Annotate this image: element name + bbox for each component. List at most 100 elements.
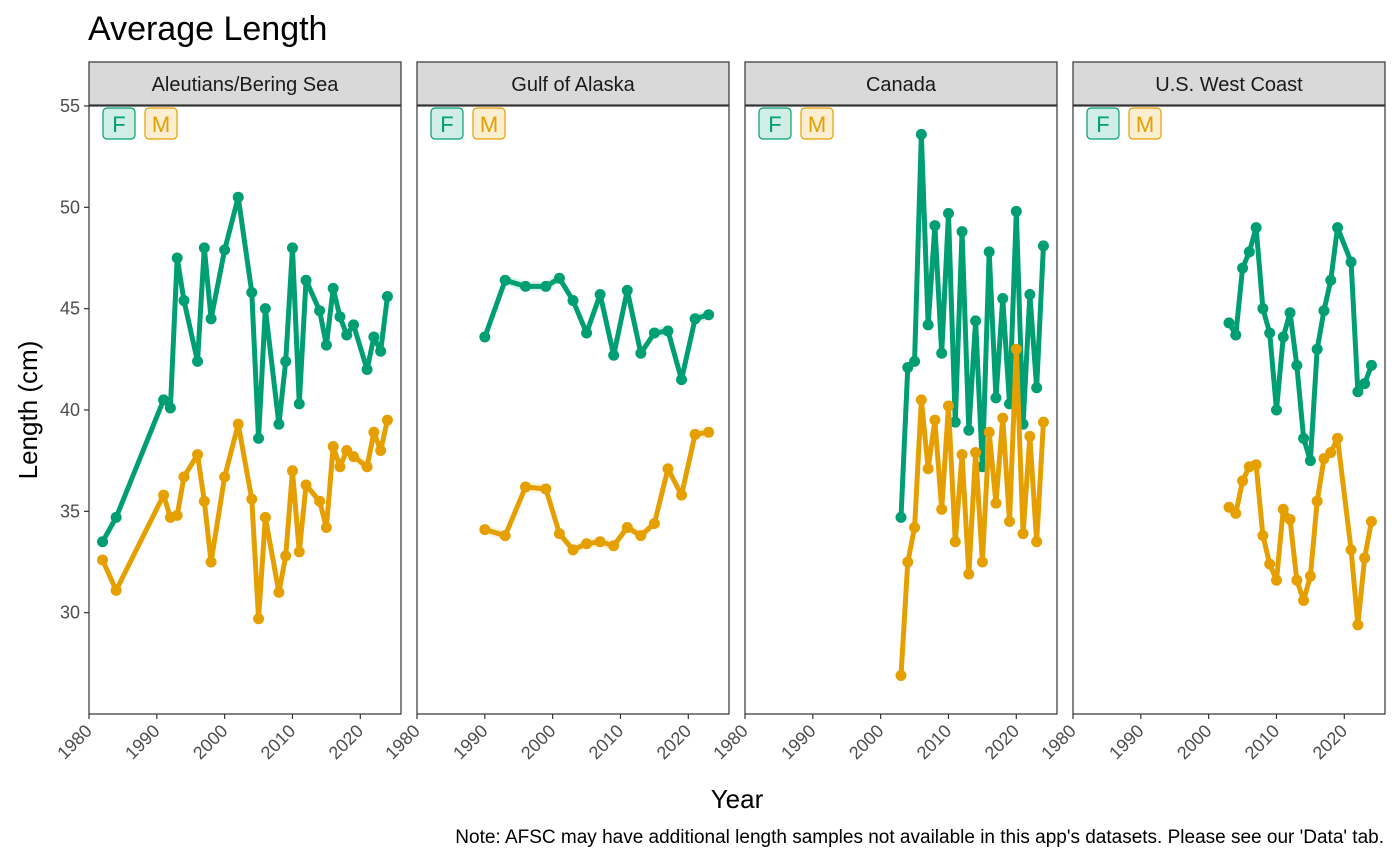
data-point [1359,552,1371,564]
data-point [1277,331,1289,343]
data-point [198,495,210,507]
data-point [648,327,660,339]
confidence-ribbon [484,273,709,385]
data-point [348,451,360,463]
y-axis-title: Length (cm) [13,341,43,480]
panel-border [1072,105,1386,715]
data-point [327,282,339,294]
data-point [314,495,326,507]
data-point [1332,432,1344,444]
y-tick-label: 55 [60,96,80,116]
data-point [689,428,701,440]
data-point [540,483,552,495]
data-point [164,402,176,414]
data-point [1304,455,1316,467]
x-tick-label: 2020 [1309,721,1351,763]
data-point [990,497,1002,509]
x-tick-label: 1990 [449,721,491,763]
data-point [368,426,380,438]
data-point [635,530,647,542]
data-point [280,355,292,367]
legend-label: M [152,112,170,137]
data-point [1270,574,1282,586]
data-point [1291,359,1303,371]
data-point [314,305,326,317]
data-point [676,374,688,386]
data-point [1264,327,1276,339]
data-point [259,303,271,315]
y-tick-label: 35 [60,501,80,521]
data-point [922,463,934,475]
data-point [703,309,715,321]
data-point [97,554,109,566]
data-point [1325,274,1337,286]
panels: Aleutians/Bering Sea F M 1980 1990 2000 2010 20… [53,61,1386,763]
x-tick-label: 2020 [653,721,695,763]
caption-note: Note: AFSC may have additional length sa… [455,827,1384,848]
data-point [1237,262,1249,274]
facet-strip [416,61,730,106]
data-point [246,286,258,298]
data-point [942,400,954,412]
data-point [171,252,183,264]
data-point [1223,317,1235,329]
data-point [327,440,339,452]
data-point [361,461,373,473]
data-point [1237,475,1249,487]
data-point [963,424,975,436]
data-point [1270,404,1282,416]
data-point [1284,513,1296,525]
data-point [219,471,231,483]
data-point [540,280,552,292]
data-point [581,327,593,339]
x-tick-label: 1990 [1105,721,1147,763]
x-axis-title: Year [711,784,764,814]
data-point [192,449,204,461]
data-point [320,339,332,351]
data-point [300,274,312,286]
data-point [381,414,393,426]
data-point [662,325,674,337]
facet-strip-label: Aleutians/Bering Sea [152,74,340,96]
data-point [1250,222,1262,234]
legend-label: F [112,112,125,137]
legend-key [758,107,792,140]
data-point [1230,507,1242,519]
data-point [97,536,109,548]
y-tick-label: 50 [60,197,80,217]
x-tick-label: 2000 [517,721,559,763]
facet-strip [744,61,1058,106]
data-point [499,274,511,286]
data-point [553,272,565,284]
legend-label: M [1136,112,1154,137]
data-point [1311,343,1323,355]
facet-strip-label: Gulf of Alaska [511,74,635,96]
series-line [482,429,712,553]
data-point [341,329,353,341]
data-point [902,556,914,568]
data-point [997,412,1009,424]
data-point [929,220,941,232]
data-point [936,503,948,515]
data-point [499,530,511,542]
facet-strip-label: U.S. West Coast [1155,74,1303,96]
data-point [621,284,633,296]
data-point [997,293,1009,305]
data-point [1257,530,1269,542]
data-point [110,511,122,523]
data-point [929,414,941,426]
data-point [1024,430,1036,442]
data-point [553,528,565,540]
series-line [898,131,1046,520]
x-tick-label: 2020 [325,721,367,763]
data-point [1345,544,1357,556]
data-point [635,347,647,359]
data-point [1010,205,1022,217]
data-point [922,319,934,331]
legend-label: M [808,112,826,137]
data-point [1264,558,1276,570]
data-point [178,295,190,307]
data-point [648,517,660,529]
data-point [895,669,907,681]
data-point [293,546,305,558]
